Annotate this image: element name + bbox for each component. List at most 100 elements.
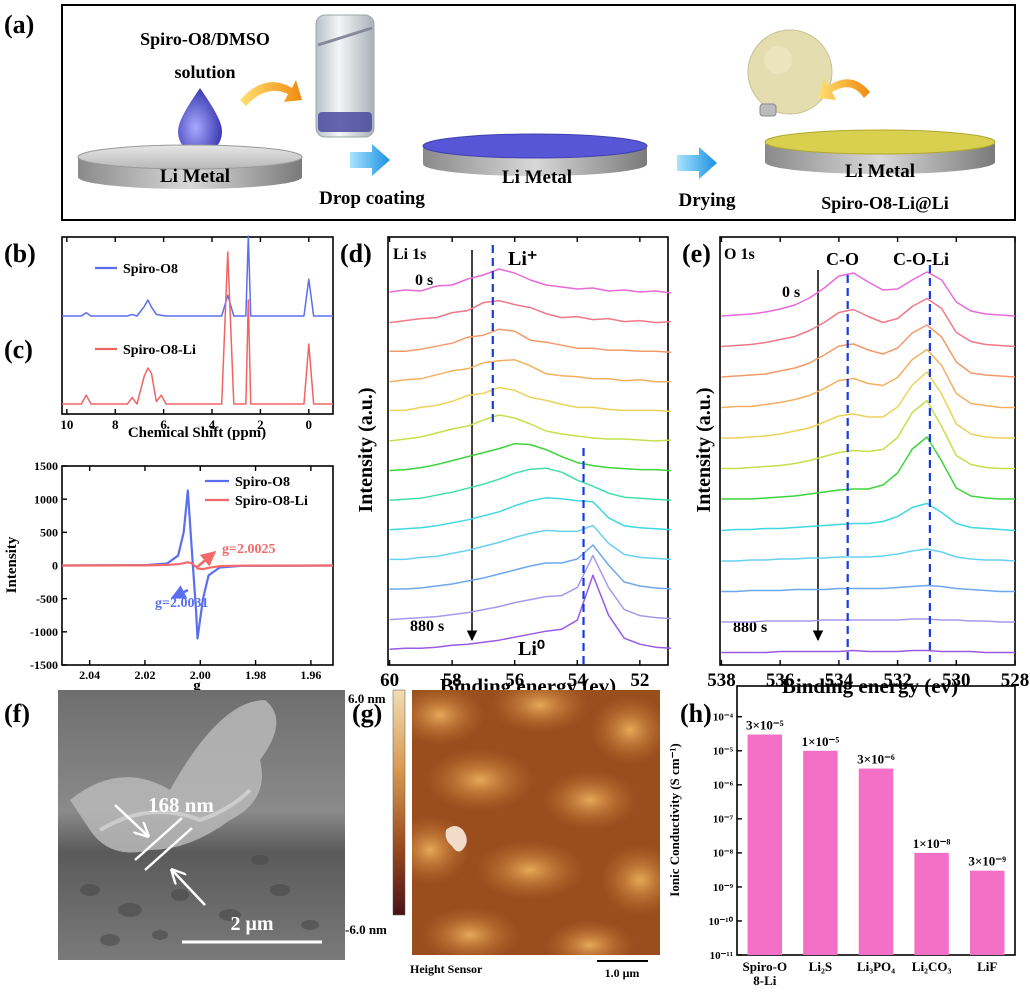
li-disc-top [77,144,303,170]
sem-image: 168 nm 2 μm [58,690,345,960]
vial [315,14,375,138]
annotation: C-O-Li [893,249,949,269]
x-tick-label: 1.96 [300,668,321,682]
afm-texture [412,690,660,955]
ellipse-shape [270,884,290,896]
ellipse-shape [219,909,241,921]
scale-bar-label: 2 μm [231,913,274,935]
series-line [389,268,672,294]
arrow [677,147,717,179]
scale-bar-label: 1.0 μm [605,966,640,980]
series-line [389,299,672,324]
scheme: Spiro-O8/DMSO solution Li Metal Drop coa… [61,4,1016,221]
bar [914,852,949,955]
afm-particle [445,826,467,852]
scheme-text: Drying [679,190,737,211]
value-label: 3×10⁻⁹ [968,854,1006,869]
thickness-arrow [114,804,148,836]
series-line [389,554,672,621]
annotation: 0 s [782,284,800,301]
x-tick-label: 534 [825,670,854,691]
series-line [389,359,672,383]
ellipse-shape [171,889,189,901]
scheme-text: Spiro-O8/DMSO [140,29,270,49]
sem-label: 168 nm [148,793,214,817]
arrow [818,78,870,100]
ellipse-shape [301,920,319,930]
plot-frame [61,236,334,415]
thickness-arrow [172,870,206,906]
annotation: g=2.0025 [222,542,275,557]
annotation-arrow [170,585,189,600]
panel-label: (b) [4,239,36,268]
x-tick-label: 8 [112,417,119,432]
ellipse-shape [412,690,485,745]
y-tick-label: -1000 [30,625,58,639]
sem-pores [80,855,319,946]
y-tick-label: 10⁻⁷ [713,814,734,826]
annotation: Li⁰ [518,638,545,660]
x-tick-label: Li₂S [808,959,833,974]
scheme-text: solution [174,62,235,82]
ellipse-shape [490,690,590,733]
series-line [721,618,1015,623]
series-line [721,649,1015,654]
series-line [721,348,1015,409]
x-axis-label: g [193,678,201,694]
x-tick-label: LiF [977,959,998,974]
y-axis-label: Ionic Conductivity (S cm⁻¹) [667,743,682,896]
value-label: 1×10⁻⁸ [913,836,951,851]
panel-label: (h) [680,699,712,728]
film-photo [747,29,833,115]
annotation: Li⁺ [508,248,537,270]
value-label: 3×10⁻⁶ [857,752,895,767]
arrow [350,144,390,176]
vial-reflection [317,26,373,47]
series-line [389,386,672,413]
colorbar-label: -6.0 nm [345,922,387,937]
chart: 2.04 2.02 2.00 1.98 1.96 -1500 -1000 -500 0 500 10… [30,459,334,682]
ellipse-shape [425,748,535,812]
x-tick-label: Li₃PO₄ [856,959,896,974]
x-tick-label: 52 [630,670,649,691]
series-line [389,442,672,472]
droplet [178,88,222,154]
y-axis-label: Intensity (a.u.) [693,387,715,512]
x-tick-label: 536 [766,670,795,691]
axis-titles: Chemical Shift (ppm) g Intensity g=2.003… [4,246,958,897]
series-line [62,251,333,405]
series-line [721,584,1015,593]
series-line [389,524,672,561]
bar [803,750,838,955]
series-line [61,561,334,571]
scheme-frame [61,4,1016,221]
x-tick-label: 2.02 [134,668,155,682]
annotation-arrow [195,551,217,569]
scheme-text: Li Metal [502,167,572,188]
series-line [389,544,672,590]
x-tick-label: 530 [942,670,971,691]
series-line [721,324,1016,378]
x-tick-label: Li₂CO₃ [911,959,952,974]
y-tick-label: 10⁻¹⁰ [708,916,733,928]
colorbar [392,689,406,916]
annotation: 880 s [733,619,767,636]
sem-film [70,700,277,853]
x-tick-label: 2 [257,417,264,432]
x-axis-label: Chemical Shift (ppm) [128,425,266,441]
series-line [389,497,672,531]
x-tick-label: 532 [883,670,912,691]
chart: 10 8 6 4 2 0 Spiro-O8 Spiro-O8-Li [60,235,334,432]
y-tick-label: 10⁻⁵ [713,746,734,758]
panel-label: (g) [352,699,382,728]
plot-frame [387,236,669,666]
y-tick-label: 10⁻⁴ [713,712,734,724]
series-line [721,399,1015,470]
panel-labels: (a) (b) (c) (d) (e) (f) (g) (h) [4,10,712,728]
legend-label: Spiro-O8 [235,475,290,490]
value-label: 1×10⁻⁵ [802,734,840,749]
ellipse-shape [590,695,660,765]
series-line [389,467,672,501]
panel-label: (e) [682,239,711,268]
